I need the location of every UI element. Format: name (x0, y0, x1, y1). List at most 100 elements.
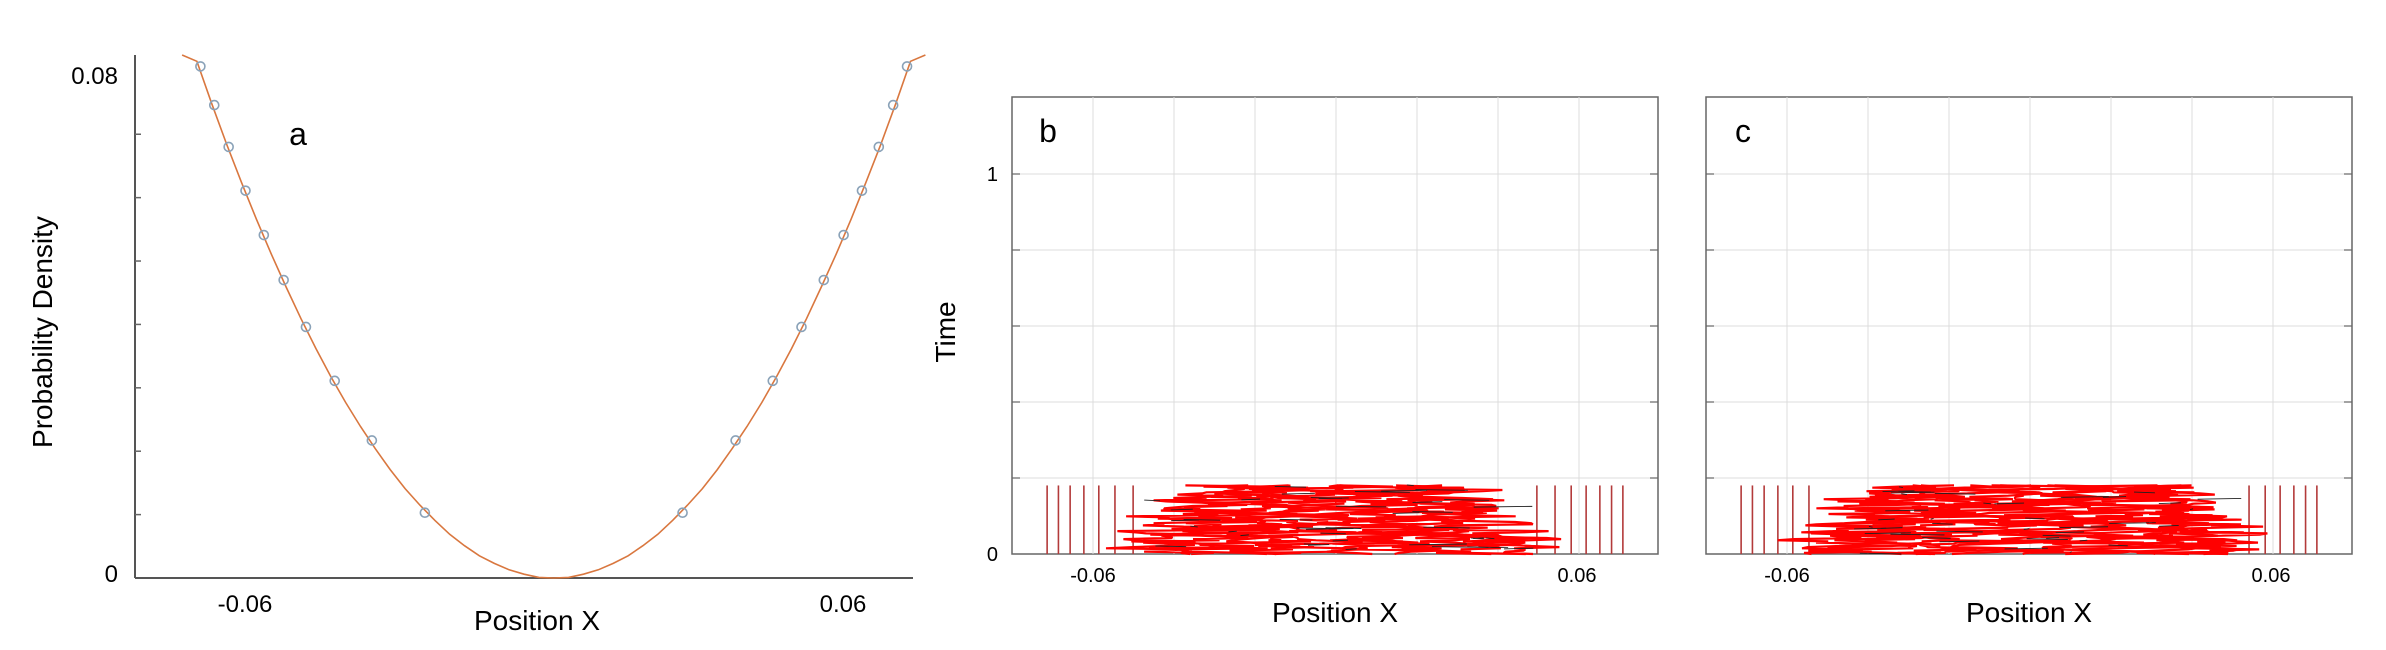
panel-a-y-tick-0: 0 (105, 561, 118, 588)
panel-c-streak-25 (1930, 517, 1934, 520)
panel-b-x-label: Position X (1272, 597, 1398, 628)
panel-b-streak-21 (1325, 527, 1362, 529)
panel-b-streak-26 (1504, 547, 1534, 550)
panel-b-streak-0 (1412, 511, 1453, 513)
panel-a-marker-0 (195, 61, 206, 72)
panel-c-streak-31 (1932, 523, 1953, 525)
panel-b-y-tick-1: 1 (987, 164, 998, 186)
panel-a-marker-8 (366, 435, 378, 446)
panel-c-x-tick-0: -0.06 (1764, 565, 1810, 587)
panel-b-streak-25 (1444, 499, 1490, 501)
panel-c-streak-12 (1864, 532, 1911, 535)
panel-b-grid (1012, 97, 1658, 554)
panel-c-streak-19 (1878, 518, 1895, 521)
panel-b-streak-16 (1318, 497, 1349, 500)
panel-c-streak-24 (2042, 534, 2071, 537)
panel-a-y-tick-1: 0.08 (71, 63, 118, 90)
panel-b-streak-23 (1305, 528, 1354, 530)
panel-c-streak-2 (2004, 547, 2048, 550)
panel-b-streak-15 (1335, 505, 1387, 508)
panel-b-streak-30 (1279, 518, 1313, 521)
panel-b-y-tick-0: 0 (987, 544, 998, 566)
panel-c: -0.06 0.06 Position X c (1705, 96, 2353, 628)
panel-a-y-ticks (135, 133, 141, 516)
panel-a-marker-18 (887, 99, 899, 111)
panel-c-streak-17 (1854, 527, 1887, 530)
panel-c-x-label: Position X (1966, 597, 2092, 628)
panel-a-curve (181, 54, 926, 579)
panel-b-streak-38 (1485, 537, 1495, 540)
panel-c-letter: c (1735, 113, 1751, 149)
panel-c-streak-14 (2189, 508, 2194, 510)
panel-c-streak-28 (1983, 502, 1991, 505)
panel-c-streak-32 (2059, 526, 2109, 528)
panel-b-streak-33 (1183, 518, 1221, 521)
panel-a-markers (195, 61, 913, 519)
panel-c-streak-26 (1891, 491, 1935, 494)
panel-b-streak-3 (1345, 548, 1357, 550)
panel-b-trajectory-9 (1397, 484, 1562, 556)
panel-c-streak-33 (1868, 525, 1873, 528)
panel-c-streak-3 (1994, 502, 2025, 505)
panel-b-streak-35 (1467, 546, 1509, 549)
panel-b-streak-2 (1144, 499, 1161, 502)
panel-a-y-label: Probability Density (27, 216, 58, 448)
panel-a-marker-2 (223, 141, 234, 153)
panel-a-marker-14 (818, 274, 830, 286)
panel-c-streak-6 (2079, 539, 2088, 542)
panel-a-marker-5 (278, 274, 289, 286)
panel-c-lines (1740, 484, 2318, 556)
panel-a-letter: a (289, 116, 307, 152)
panel-c-streak-9 (1885, 509, 1929, 512)
panel-c-streak-27 (2102, 496, 2127, 498)
panel-c-trajectory-11 (2117, 484, 2268, 556)
panel-c-streak-30 (2108, 544, 2128, 547)
panel-a-marker-16 (856, 185, 868, 196)
panel-b-streak-22 (1190, 525, 1198, 528)
panel-c-streak-1 (1898, 486, 1904, 489)
panel-c-streak-22 (2025, 517, 2045, 520)
panel-b-streak-4 (1423, 526, 1470, 529)
panel-c-streak-10 (2060, 496, 2109, 498)
panel-a-marker-17 (873, 141, 885, 153)
panel-b-streak-6 (1412, 501, 1443, 503)
panel-a-marker-4 (258, 229, 270, 241)
panel-a: 0 0.08 -0.06 0.06 Position X Probability… (27, 54, 926, 636)
panel-b-streak-11 (1320, 532, 1346, 535)
panel-b-streak-36 (1471, 537, 1485, 540)
panel-c-streak-13 (2159, 525, 2179, 527)
panel-c-grid (1706, 97, 2352, 554)
panel-b: 0 1 -0.06 0.06 Position X Time b (930, 96, 1659, 628)
panel-b-letter: b (1039, 113, 1057, 149)
panel-b-streak-31 (1406, 484, 1414, 487)
panel-c-streak-23 (2158, 502, 2181, 504)
panel-c-streak-39 (1934, 492, 1976, 495)
panel-b-streak-24 (1473, 505, 1533, 508)
panel-a-x-label: Position X (474, 605, 600, 636)
panel-a-x-tick-1: 0.06 (820, 591, 867, 618)
panel-b-streak-10 (1409, 543, 1467, 546)
panel-b-y-label: Time (930, 301, 961, 362)
panel-a-marker-6 (300, 321, 312, 333)
panel-b-streak-32 (1332, 539, 1348, 542)
panel-b-streak-34 (1228, 530, 1237, 533)
panel-a-marker-1 (208, 99, 220, 111)
panel-c-streak-18 (1936, 530, 1983, 533)
panel-c-streak-16 (2026, 538, 2068, 540)
panel-c-streak-37 (1890, 533, 1945, 536)
panel-a-marker-10 (677, 507, 688, 519)
panel-b-streak-13 (1155, 545, 1187, 548)
panel-b-streak-14 (1392, 512, 1420, 514)
panel-b-streak-29 (1240, 534, 1249, 537)
panel-c-streak-38 (2197, 498, 2242, 500)
panel-a-marker-19 (901, 61, 913, 72)
panel-c-streak-34 (1901, 493, 1908, 496)
panel-c-streak-29 (2069, 551, 2072, 553)
panel-b-streak-20 (1281, 492, 1315, 495)
panel-c-streak-36 (2134, 491, 2155, 494)
panel-a-marker-9 (419, 507, 431, 519)
panel-c-streak-7 (2046, 537, 2060, 539)
panel-c-streak-4 (2023, 528, 2030, 530)
panel-a-marker-7 (329, 375, 341, 387)
